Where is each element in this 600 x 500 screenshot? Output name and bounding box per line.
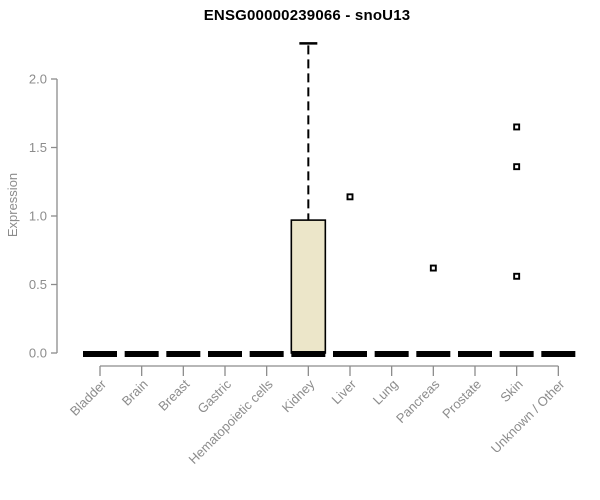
x-axis-label: Unknown / Other xyxy=(488,376,568,456)
y-axis-tick-label: 0.5 xyxy=(29,277,47,292)
outlier-point xyxy=(346,193,354,201)
y-axis-tick-label: 2.0 xyxy=(29,72,47,87)
x-axis-label: Lung xyxy=(370,377,401,408)
outlier-point xyxy=(513,163,521,171)
y-axis-tick-label: 0.0 xyxy=(29,346,47,361)
x-axis-label: Bladder xyxy=(67,376,110,419)
x-axis-label: Kidney xyxy=(279,376,318,415)
x-axis-label: Brain xyxy=(119,377,151,409)
x-axis-label: Pancreas xyxy=(393,376,443,426)
x-axis-label: Skin xyxy=(497,377,525,405)
x-axis-label: Liver xyxy=(329,376,360,407)
x-axis-label: Gastric xyxy=(194,376,234,416)
x-axis-label: Prostate xyxy=(439,377,484,422)
outlier-point xyxy=(429,264,437,272)
box xyxy=(290,219,327,354)
x-axis-label: Breast xyxy=(155,376,192,413)
y-axis-title: Expression xyxy=(5,173,20,237)
y-axis-tick-label: 1.0 xyxy=(29,209,47,224)
y-axis-tick-label: 1.5 xyxy=(29,140,47,155)
outlier-point xyxy=(513,272,521,280)
outlier-point xyxy=(513,123,521,131)
chart-title: ENSG00000239066 - snoU13 xyxy=(203,7,411,24)
